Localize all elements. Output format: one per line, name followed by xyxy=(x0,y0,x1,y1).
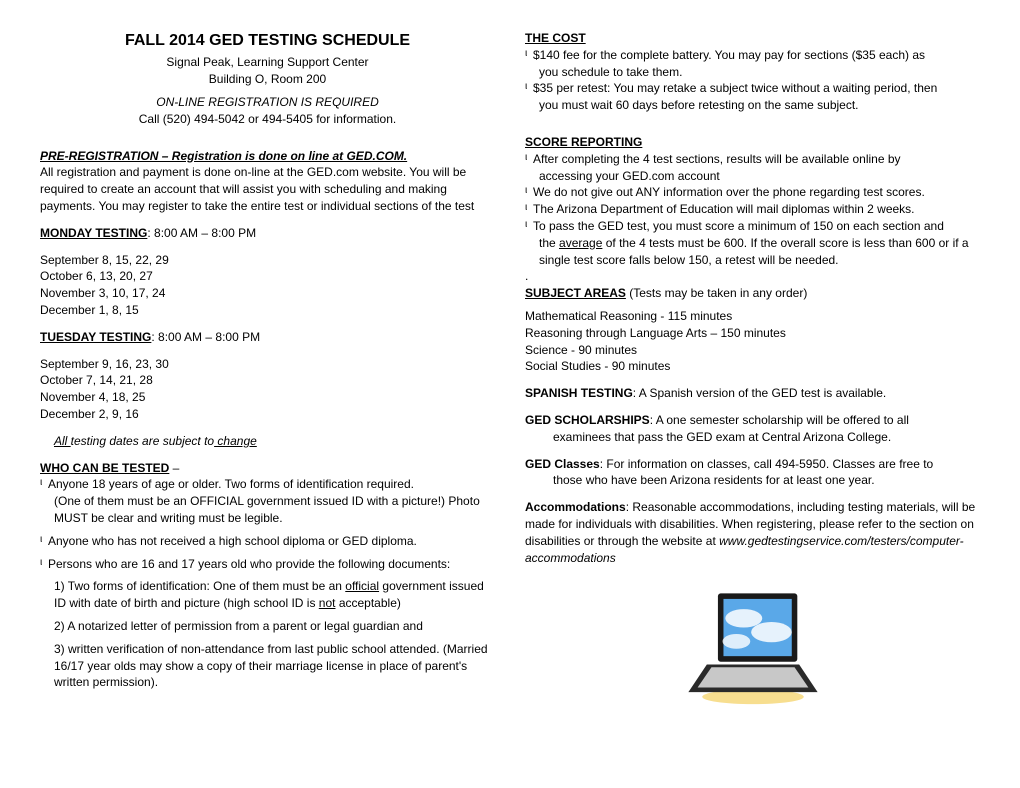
tuesday-time: : 8:00 AM – 8:00 PM xyxy=(151,330,260,344)
call-info: Call (520) 494-5042 or 494-5405 for info… xyxy=(40,111,495,128)
who-3-1-not: not xyxy=(319,596,336,610)
monday-date-3: November 3, 10, 17, 24 xyxy=(40,285,495,302)
change-word: change xyxy=(214,434,257,448)
page-title: FALL 2014 GED TESTING SCHEDULE xyxy=(40,30,495,52)
monday-testing-line: MONDAY TESTING: 8:00 AM – 8:00 PM xyxy=(40,225,495,242)
tuesday-label: TUESDAY TESTING xyxy=(40,330,151,344)
who-item-2: Anyone who has not received a high schoo… xyxy=(40,533,495,550)
tuesday-testing-line: TUESDAY TESTING: 8:00 AM – 8:00 PM xyxy=(40,329,495,346)
scholarship-label: GED SCHOLARSHIPS xyxy=(525,413,650,427)
subject-area-3: Science - 90 minutes xyxy=(525,342,980,359)
monday-date-1: September 8, 15, 22, 29 xyxy=(40,252,495,269)
who-3-1a: 1) Two forms of identification: One of t… xyxy=(54,579,345,593)
who-item-1a: Anyone 18 years of age or older. Two for… xyxy=(40,476,495,493)
who-item-1b: (One of them must be an OFFICIAL governm… xyxy=(40,493,495,527)
cost-1b: you schedule to take them. xyxy=(525,64,980,81)
who-3-2: 2) A notarized letter of permission from… xyxy=(40,618,495,635)
document-page: FALL 2014 GED TESTING SCHEDULE Signal Pe… xyxy=(40,30,980,706)
subject-header: SUBJECT AREAS xyxy=(525,286,626,300)
all-word: All xyxy=(54,434,71,448)
who-3-3: 3) written verification of non-attendanc… xyxy=(40,641,495,691)
who-dash: – xyxy=(169,461,179,475)
who-3-1c: acceptable) xyxy=(335,596,400,610)
score-1a: After completing the 4 test sections, re… xyxy=(525,151,980,168)
score-3: The Arizona Department of Education will… xyxy=(525,201,980,218)
classes-text-1: : For information on classes, call 494-5… xyxy=(600,457,934,471)
score-4b-post: of the 4 tests must be 600. If the overa… xyxy=(539,236,969,267)
monday-date-2: October 6, 13, 20, 27 xyxy=(40,268,495,285)
spanish-text: : A Spanish version of the GED test is a… xyxy=(633,386,886,400)
score-2: We do not give out ANY information over … xyxy=(525,184,980,201)
scholarship-text-1: : A one semester scholarship will be off… xyxy=(650,413,909,427)
right-column: THE COST $140 fee for the complete batte… xyxy=(525,30,980,706)
subject-area-1: Mathematical Reasoning - 115 minutes xyxy=(525,308,980,325)
cost-2b: you must wait 60 days before retesting o… xyxy=(525,97,980,114)
who-header-line: WHO CAN BE TESTED – xyxy=(40,460,495,477)
subject-to: testing dates are subject to xyxy=(71,434,214,448)
prereg-body: All registration and payment is done on-… xyxy=(40,164,495,214)
monday-time: : 8:00 AM – 8:00 PM xyxy=(147,226,256,240)
location-line-1: Signal Peak, Learning Support Center xyxy=(40,54,495,71)
accommodations-block: Accommodations: Reasonable accommodation… xyxy=(525,499,980,566)
who-3-1-official: official xyxy=(345,579,379,593)
cost-1a: $140 fee for the complete battery. You m… xyxy=(525,47,980,64)
score-1b: accessing your GED.com account xyxy=(525,168,980,185)
subject-note: (Tests may be taken in any order) xyxy=(626,286,807,300)
score-4b-pre: the xyxy=(539,236,559,250)
scholarship-text-2: examinees that pass the GED exam at Cent… xyxy=(525,429,980,446)
location-line-2: Building O, Room 200 xyxy=(40,71,495,88)
accom-label: Accommodations xyxy=(525,500,626,514)
score-4b: the average of the 4 tests must be 600. … xyxy=(525,235,980,269)
subject-to-change: All testing dates are subject to change xyxy=(40,433,495,450)
tuesday-date-2: October 7, 14, 21, 28 xyxy=(40,372,495,389)
laptop-icon xyxy=(678,586,828,706)
dot-line: . xyxy=(525,268,980,285)
left-column: FALL 2014 GED TESTING SCHEDULE Signal Pe… xyxy=(40,30,495,706)
classes-text-2: those who have been Arizona residents fo… xyxy=(525,472,980,489)
online-required: ON-LINE REGISTRATION IS REQUIRED xyxy=(40,94,495,111)
subject-areas-line: SUBJECT AREAS (Tests may be taken in any… xyxy=(525,285,980,302)
spanish-line: SPANISH TESTING: A Spanish version of th… xyxy=(525,385,980,402)
who-header: WHO CAN BE TESTED xyxy=(40,461,169,475)
spanish-label: SPANISH TESTING xyxy=(525,386,633,400)
prereg-header: PRE-REGISTRATION – Registration is done … xyxy=(40,148,495,165)
cost-2a: $35 per retest: You may retake a subject… xyxy=(525,80,980,97)
tuesday-date-1: September 9, 16, 23, 30 xyxy=(40,356,495,373)
who-item-3: Persons who are 16 and 17 years old who … xyxy=(40,556,495,573)
monday-date-4: December 1, 8, 15 xyxy=(40,302,495,319)
scholarship-line: GED SCHOLARSHIPS: A one semester scholar… xyxy=(525,412,980,429)
laptop-image-container xyxy=(525,586,980,706)
tuesday-date-4: December 2, 9, 16 xyxy=(40,406,495,423)
monday-label: MONDAY TESTING xyxy=(40,226,147,240)
cost-header: THE COST xyxy=(525,30,980,47)
classes-line: GED Classes: For information on classes,… xyxy=(525,456,980,473)
score-header: SCORE REPORTING xyxy=(525,134,980,151)
tuesday-date-3: November 4, 18, 25 xyxy=(40,389,495,406)
score-4b-avg: average xyxy=(559,236,602,250)
who-3-1: 1) Two forms of identification: One of t… xyxy=(40,578,495,612)
score-4a: To pass the GED test, you must score a m… xyxy=(525,218,980,235)
subject-area-4: Social Studies - 90 minutes xyxy=(525,358,980,375)
classes-label: GED Classes xyxy=(525,457,600,471)
subject-area-2: Reasoning through Language Arts – 150 mi… xyxy=(525,325,980,342)
